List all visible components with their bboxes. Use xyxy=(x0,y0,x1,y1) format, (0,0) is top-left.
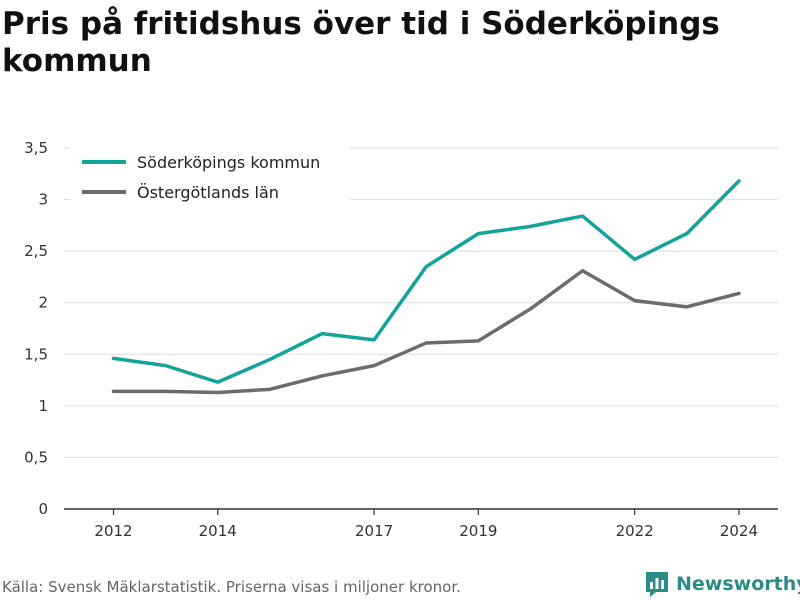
y-tick-label: 3,5 xyxy=(24,139,48,157)
source-note: Källa: Svensk Mäklarstatistik. Priserna … xyxy=(2,578,461,596)
brand-logo: Newsworthy xyxy=(644,570,800,598)
series-line-1 xyxy=(111,179,741,384)
y-tick-label: 1,5 xyxy=(24,345,48,363)
x-axis-ticks: 2012 2014 2017 2019 2022 2024 xyxy=(94,509,758,540)
x-tick-label: 2019 xyxy=(459,522,497,540)
legend-background xyxy=(70,145,350,207)
x-tick-label: 2012 xyxy=(94,522,132,540)
y-tick-label: 1 xyxy=(38,397,48,415)
x-tick-label: 2024 xyxy=(720,522,758,540)
brand-name: Newsworthy xyxy=(676,573,800,595)
y-tick-label: 2,5 xyxy=(24,242,48,260)
series-lines xyxy=(111,179,741,395)
y-axis-ticks: 0 0,5 1 1,5 2 2,5 3 3,5 xyxy=(24,139,48,518)
legend: Söderköpings kommun Östergötlands län xyxy=(70,145,350,207)
newsworthy-logo-icon xyxy=(646,572,668,597)
legend-label-2: Östergötlands län xyxy=(137,183,279,202)
y-tick-label: 0,5 xyxy=(24,448,48,466)
y-tick-label: 3 xyxy=(38,191,48,209)
x-tick-label: 2017 xyxy=(355,522,393,540)
chart-title: Pris på fritidshus över tid i Söderköpin… xyxy=(2,6,720,79)
series-line-2 xyxy=(111,268,741,395)
x-tick-label: 2022 xyxy=(616,522,654,540)
legend-label-1: Söderköpings kommun xyxy=(137,153,320,172)
x-tick-label: 2014 xyxy=(199,522,237,540)
y-tick-label: 2 xyxy=(38,294,48,312)
y-tick-label: 0 xyxy=(38,500,48,518)
